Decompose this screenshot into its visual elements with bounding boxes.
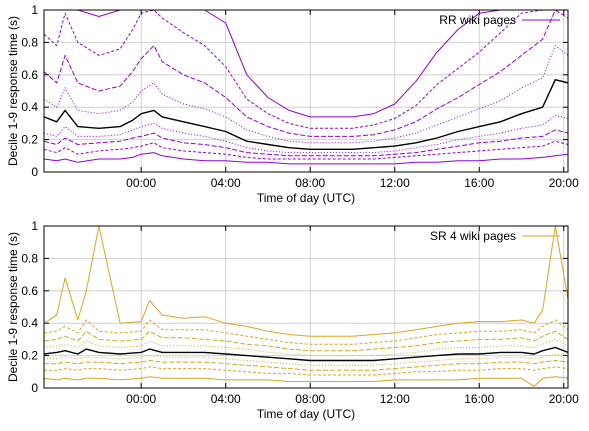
- y-tick-label: 0.2: [21, 349, 38, 363]
- x-tick-label: 08:00: [295, 176, 325, 190]
- x-tick-label: 16:00: [464, 176, 494, 190]
- y-tick-label: 0.8: [21, 35, 38, 49]
- x-tick-label: 08:00: [295, 392, 325, 406]
- decile-8-line: [44, 319, 568, 345]
- plot-frame: [43, 9, 569, 173]
- decile-9-line: [44, 226, 568, 337]
- sr4-wiki-pages-panel: 00:00 04:00 08:00 12:00 16:00 20:00 0 0.2 0.4 0.6…: [6, 219, 579, 421]
- y-tick-label: 1: [31, 219, 38, 233]
- x-tick-label: 20:00: [549, 392, 579, 406]
- decile-1-line: [44, 152, 568, 165]
- decile-5-line: [44, 346, 568, 362]
- decile-5-line: [44, 78, 568, 151]
- decile-7-line: [44, 330, 568, 352]
- x-tick-label: 00:00: [126, 392, 156, 406]
- legend-label: SR 4 wiki pages: [430, 229, 516, 243]
- x-tick-label: 16:00: [464, 392, 494, 406]
- decile-8-line: [44, 10, 568, 129]
- series-group: [44, 226, 568, 387]
- x-tick-label: 04:00: [211, 392, 241, 406]
- legend-label: RR wiki pages: [439, 13, 516, 27]
- decile-9-line: [44, 10, 568, 118]
- decile-4-line: [44, 114, 568, 154]
- y-axis-label: Decile 1-9 response time (s): [6, 232, 20, 382]
- decile-2-line: [44, 366, 568, 376]
- y-tick-label: 0: [31, 165, 38, 179]
- decile-2-line: [44, 140, 568, 160]
- decile-4-line: [44, 353, 568, 366]
- decile-1-line: [44, 376, 568, 387]
- x-tick-label: 00:00: [126, 176, 156, 190]
- x-tick-label: 04:00: [211, 176, 241, 190]
- y-tick-label: 0.8: [21, 251, 38, 265]
- decile-3-line: [44, 129, 568, 157]
- x-axis-label: Time of day (UTC): [257, 407, 355, 421]
- y-axis-label: Decile 1-9 response time (s): [6, 16, 20, 166]
- x-axis-label: Time of day (UTC): [257, 191, 355, 205]
- x-tick-label: 12:00: [380, 392, 410, 406]
- y-tick-label: 0.4: [21, 316, 38, 330]
- y-tick-label: 0.6: [21, 68, 38, 82]
- y-tick-label: 0: [31, 381, 38, 395]
- y-tick-label: 1: [31, 3, 38, 17]
- rr-wiki-pages-panel: 00:00 04:00 08:00 12:00 16:00 20:00 0 0.2 0.4 0.6…: [6, 3, 579, 205]
- decile-3-line: [44, 360, 568, 371]
- y-tick-label: 0.4: [21, 100, 38, 114]
- series-group: [44, 10, 568, 165]
- x-tick-label: 12:00: [380, 176, 410, 190]
- decile-7-line: [44, 10, 568, 137]
- plot-frame: [43, 225, 569, 389]
- y-tick-label: 0.2: [21, 133, 38, 147]
- x-tick-label: 20:00: [549, 176, 579, 190]
- decile-6-line: [44, 45, 568, 144]
- y-tick-label: 0.6: [21, 284, 38, 298]
